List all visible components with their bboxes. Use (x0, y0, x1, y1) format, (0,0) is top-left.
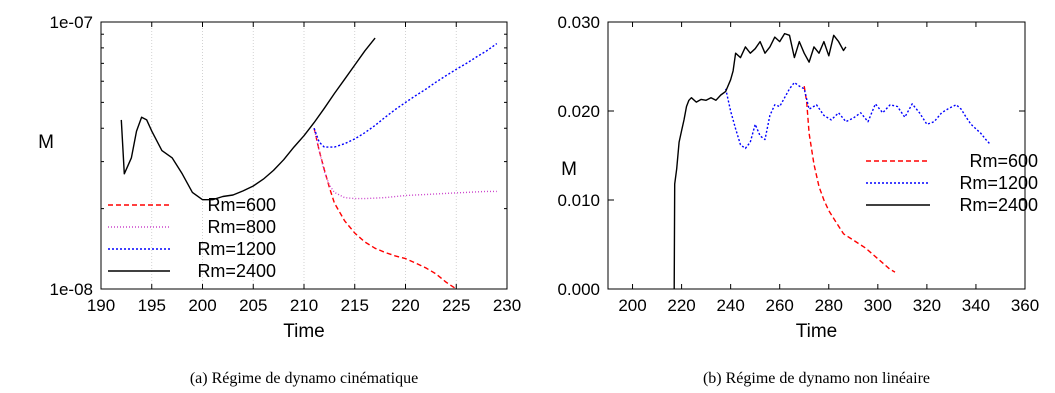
series-group (673, 32, 992, 289)
x-tick-label: 215 (341, 296, 369, 315)
legend-label: Rm=600 (207, 195, 276, 215)
series-group (120, 37, 498, 289)
x-tick-label: 300 (864, 296, 892, 315)
chart-a: 190 195 200 205 210 215 220 225 230 1e-08 1e-07 Tim… (38, 13, 521, 387)
chart-b: 200 220 240 260 280 300 320 340 360 0.000 0.010 0.0… (557, 13, 1039, 387)
series-line-3 (673, 32, 847, 289)
legend-label: Rm=800 (207, 217, 276, 237)
figure-caption: (a) Régime de dynamo cinématique (190, 370, 418, 387)
series-line-3 (313, 43, 498, 148)
x-tick-label: 205 (239, 296, 267, 315)
series-line-2 (313, 128, 497, 200)
x-tick-label: 225 (442, 296, 470, 315)
y-tick-label: 0.000 (557, 280, 600, 299)
x-tick-label: 340 (962, 296, 990, 315)
series-line-4 (120, 37, 376, 201)
x-tick-label: 360 (1011, 296, 1039, 315)
y-tick-label: 1e-08 (50, 280, 93, 299)
plot-frame (607, 21, 1026, 290)
y-axis-label: M (38, 132, 54, 153)
y-tick-label: 0.030 (557, 13, 600, 32)
y-tick-label: 0.010 (557, 191, 600, 210)
x-tick-label: 320 (913, 296, 941, 315)
x-axis-label: Time (796, 321, 838, 342)
x-tick-label: 190 (87, 296, 115, 315)
y-tick-label: 0.020 (557, 102, 600, 121)
y-axis-label: M (561, 159, 577, 180)
x-tick-label: 230 (493, 296, 521, 315)
legend-label: Rm=1200 (197, 239, 276, 259)
figure-caption: (b) Régime de dynamo non linéaire (703, 370, 930, 387)
legend-label: Rm=600 (969, 151, 1038, 171)
x-tick-label: 220 (667, 296, 695, 315)
series-line-1 (803, 85, 896, 273)
x-axis-label: Time (283, 321, 325, 342)
x-tick-label: 280 (815, 296, 843, 315)
legend-label: Rm=1200 (959, 173, 1038, 193)
x-tick-label: 240 (716, 296, 744, 315)
x-tick-label: 200 (188, 296, 216, 315)
series-line-2 (725, 81, 992, 150)
x-tick-label: 260 (766, 296, 794, 315)
x-tick-label: 195 (138, 296, 166, 315)
series-line-1 (313, 128, 458, 289)
legend-label: Rm=2400 (959, 195, 1038, 215)
y-tick-label: 1e-07 (50, 13, 93, 32)
x-tick-label: 220 (391, 296, 419, 315)
legend-label: Rm=2400 (197, 261, 276, 281)
x-tick-label: 210 (290, 296, 318, 315)
x-tick-label: 200 (618, 296, 646, 315)
